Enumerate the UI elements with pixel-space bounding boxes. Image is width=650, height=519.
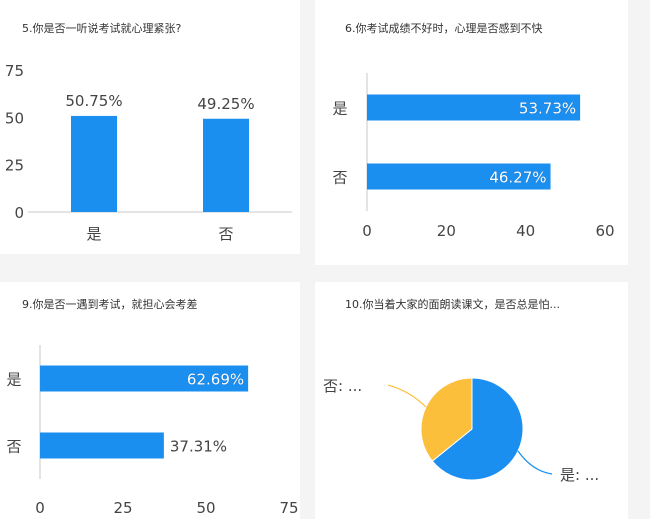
slice-label: 否: ... [323,377,362,395]
pie-slice [431,377,524,481]
y-tick-label: 否 [6,438,21,456]
chart-panel-q5: 5.你是否一听说考试就心理紧张? 0 25 50 75 50.75% 是 49.25% 否 [0,0,300,254]
y-tick-label: 25 [5,157,24,175]
data-label: 53.73% [519,100,576,118]
data-label: 50.75% [65,92,122,110]
bar-chart-q5: 0 25 50 75 50.75% 是 49.25% 否 [5,62,292,243]
leader-line [387,384,427,408]
bar-chart-q6: 0 20 40 60 是 53.73% 否 46.27% [332,73,615,240]
bar [40,432,164,459]
y-tick-label: 否 [332,169,347,187]
x-tick-label: 0 [362,222,372,240]
data-label: 49.25% [197,95,254,113]
chart-title: 10.你当着大家的面朗读课文，是否总是怕... [345,298,560,311]
bar [367,94,581,121]
y-tick-label: 0 [14,204,24,222]
chart-title: 5.你是否一听说考试就心理紧张? [22,22,182,35]
x-tick-label: 是 [86,225,101,243]
data-label: 46.27% [489,169,546,187]
bar [367,163,551,190]
x-tick-label: 0 [35,499,45,517]
y-tick-label: 75 [5,62,24,80]
bar [40,365,249,392]
chart-title: 9.你是否一遇到考试，就担心会考差 [22,298,198,311]
slice-label: 是: ... [560,466,599,484]
x-tick-label: 60 [595,222,614,240]
bar [71,115,117,212]
chart-panel-q9: 9.你是否一遇到考试，就担心会考差 0 25 50 75 是 62.69% 否 37.31% [0,282,300,519]
x-tick-label: 40 [516,222,535,240]
x-tick-label: 25 [113,499,132,517]
data-label: 37.31% [170,438,227,456]
chart-title: 6.你考试成绩不好时，心理是否感到不快 [345,22,543,35]
x-tick-label: 否 [218,225,233,243]
chart-panel-q6: 6.你考试成绩不好时，心理是否感到不快 0 20 40 60 是 53.73% 否 46.27… [315,0,628,265]
x-tick-label: 75 [279,499,298,517]
x-tick-label: 50 [196,499,215,517]
pie-slice [420,377,473,462]
x-tick-label: 20 [437,222,456,240]
bar [203,118,249,212]
pie-chart-q10: 是: ... 否: ... [323,377,599,484]
chart-panel-q10: 10.你当着大家的面朗读课文，是否总是怕... 是: ... 否: ... [315,282,628,519]
y-tick-label: 是 [6,371,21,389]
bar-chart-q9: 0 25 50 75 是 62.69% 否 37.31% [6,345,299,517]
leader-line [517,450,553,475]
y-tick-label: 50 [5,109,24,127]
data-label: 62.69% [187,371,244,389]
y-tick-label: 是 [332,100,347,118]
